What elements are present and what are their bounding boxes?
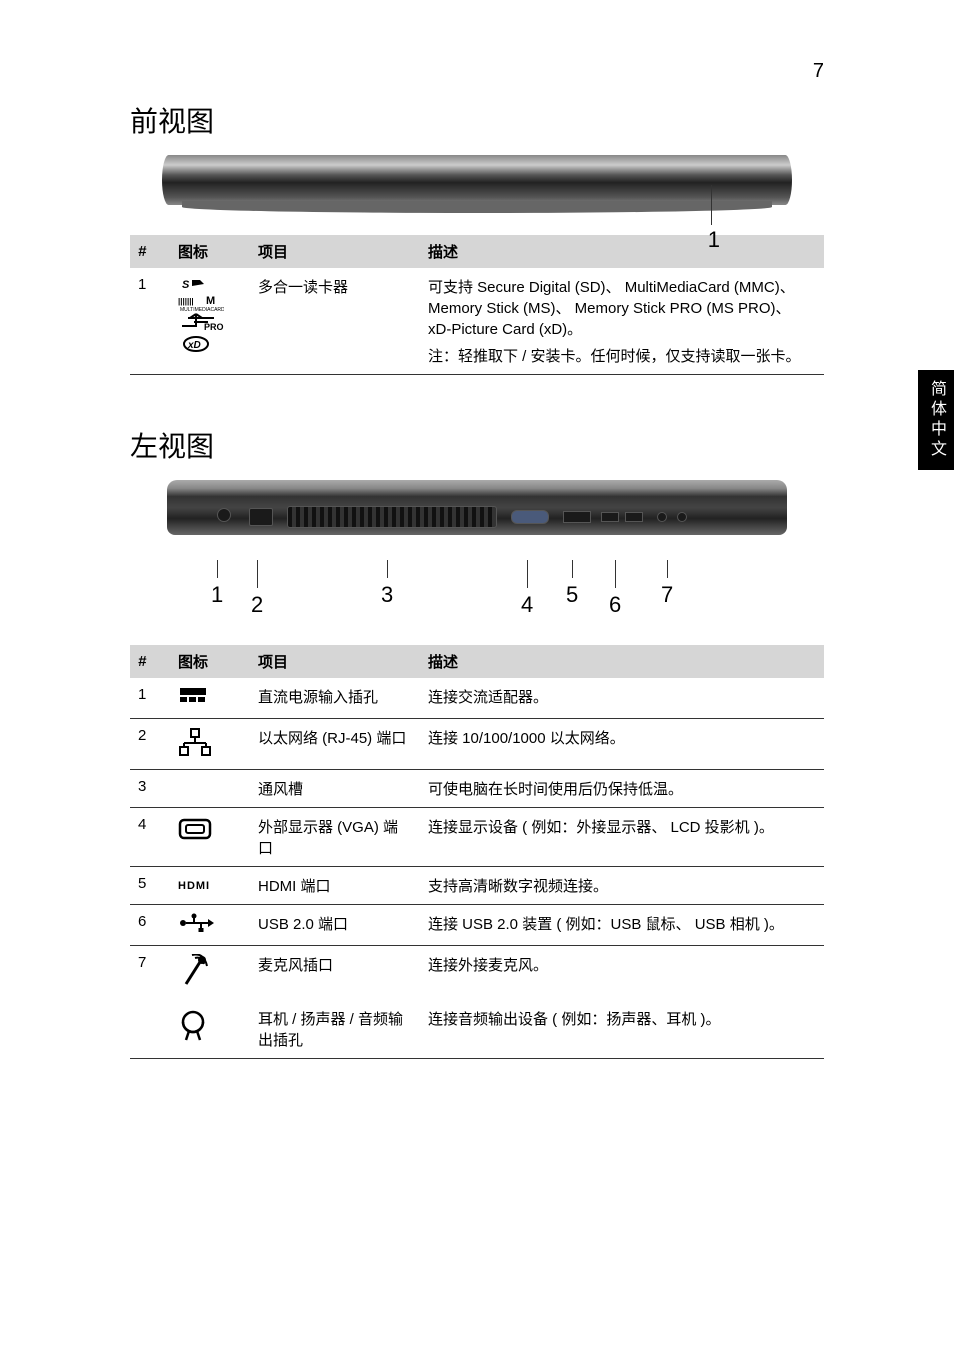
left-view-heading: 左视图 bbox=[130, 425, 824, 465]
row-num bbox=[130, 1000, 170, 1059]
svg-text:|||||||: ||||||| bbox=[178, 297, 194, 306]
port-icon bbox=[178, 686, 208, 710]
row-icon bbox=[170, 808, 250, 867]
port-icon: HDMI bbox=[178, 876, 210, 893]
row-desc: 可支持 Secure Digital (SD)、 MultiMediaCard … bbox=[420, 268, 824, 375]
row-num: 1 bbox=[130, 678, 170, 719]
row-item: 多合一读卡器 bbox=[250, 268, 420, 375]
row-icon bbox=[170, 1000, 250, 1059]
row-desc: 连接 10/100/1000 以太网络。 bbox=[420, 719, 824, 770]
svg-text:S: S bbox=[182, 279, 190, 291]
table-row: 3 通风槽可使电脑在长时间使用后仍保持低温。 bbox=[130, 770, 824, 808]
port-icon bbox=[178, 954, 208, 992]
row-item: 耳机 / 扬声器 / 音频输出插孔 bbox=[250, 1000, 420, 1059]
hdmi-port-illustration bbox=[563, 511, 591, 523]
row-icon bbox=[170, 905, 250, 946]
th-num: # bbox=[130, 235, 170, 268]
audio-port-illustration bbox=[677, 512, 687, 522]
vga-port-illustration bbox=[511, 510, 549, 524]
rj45-port-illustration bbox=[249, 508, 273, 526]
laptop-front-illustration bbox=[162, 155, 792, 205]
callout-6: 6 bbox=[609, 560, 621, 618]
usb-port2-illustration bbox=[625, 512, 643, 522]
row-num: 3 bbox=[130, 770, 170, 808]
left-callouts: 12 3 4567 bbox=[167, 560, 787, 620]
laptop-left-illustration bbox=[167, 480, 787, 535]
th-icon: 图标 bbox=[170, 235, 250, 268]
row-icon bbox=[170, 946, 250, 1001]
row-desc: 连接 USB 2.0 装置 ( 例如：USB 鼠标、 USB 相机 )。 bbox=[420, 905, 824, 946]
port-icon bbox=[178, 1008, 208, 1046]
table-row: 1 直流电源输入插孔连接交流适配器。 bbox=[130, 678, 824, 719]
page-number: 7 bbox=[813, 60, 824, 83]
svg-text:PRO: PRO bbox=[204, 322, 224, 332]
table-row: 7 麦克风插口连接外接麦克风。 bbox=[130, 946, 824, 1001]
row-num: 2 bbox=[130, 719, 170, 770]
front-view-figure: 1 bbox=[130, 155, 824, 210]
row-desc: 连接音频输出设备 ( 例如：扬声器、耳机 )。 bbox=[420, 1000, 824, 1059]
callout-7: 7 bbox=[661, 560, 673, 608]
usb-port-illustration bbox=[601, 512, 619, 522]
port-icon bbox=[178, 727, 212, 761]
table-row: 6 USB 2.0 端口连接 USB 2.0 装置 ( 例如：USB 鼠标、 US… bbox=[130, 905, 824, 946]
row-icon: S ||||||| M MULTIMEDIACARD PRO xD bbox=[170, 268, 250, 375]
desc-note: 注：轻推取下 / 安装卡。任何时候，仅支持读取一张卡。 bbox=[428, 345, 816, 366]
row-desc: 支持高清晰数字视频连接。 bbox=[420, 867, 824, 905]
row-icon: HDMI bbox=[170, 867, 250, 905]
row-icon bbox=[170, 719, 250, 770]
port-icon bbox=[178, 816, 212, 844]
front-view-heading: 前视图 bbox=[130, 100, 824, 140]
row-num: 1 bbox=[130, 268, 170, 375]
row-num: 7 bbox=[130, 946, 170, 1001]
svg-text:MULTIMEDIACARD: MULTIMEDIACARD bbox=[180, 307, 224, 313]
th-item: 项目 bbox=[250, 235, 420, 268]
row-desc: 连接显示设备 ( 例如：外接显示器、 LCD 投影机 )。 bbox=[420, 808, 824, 867]
row-num: 4 bbox=[130, 808, 170, 867]
left-view-figure: 12 3 4567 bbox=[130, 480, 824, 620]
vent-illustration bbox=[287, 506, 497, 528]
front-view-table: # 图标 项目 描述 1 S ||||||| M MULTIMEDIACARD bbox=[130, 235, 824, 375]
svg-text:xD: xD bbox=[187, 340, 201, 351]
row-item: 以太网络 (RJ-45) 端口 bbox=[250, 719, 420, 770]
left-view-table: # 图标 项目 描述 1 直流电源输入插孔连接交流适配器。 2 以太网络 (RJ-45… bbox=[130, 645, 824, 1059]
row-num: 6 bbox=[130, 905, 170, 946]
row-item: 外部显示器 (VGA) 端口 bbox=[250, 808, 420, 867]
th-desc: 描述 bbox=[420, 645, 824, 678]
desc-text: 可支持 Secure Digital (SD)、 MultiMediaCard … bbox=[428, 279, 795, 338]
table-row: 2 以太网络 (RJ-45) 端口连接 10/100/1000 以太网络。 bbox=[130, 719, 824, 770]
row-item: USB 2.0 端口 bbox=[250, 905, 420, 946]
table-row: 耳机 / 扬声器 / 音频输出插孔连接音频输出设备 ( 例如：扬声器、耳机 )。 bbox=[130, 1000, 824, 1059]
callout-line bbox=[711, 185, 712, 225]
row-icon bbox=[170, 770, 250, 808]
th-num: # bbox=[130, 645, 170, 678]
row-item: HDMI 端口 bbox=[250, 867, 420, 905]
row-item: 通风槽 bbox=[250, 770, 420, 808]
row-icon bbox=[170, 678, 250, 719]
th-desc: 描述 bbox=[420, 235, 824, 268]
row-desc: 可使电脑在长时间使用后仍保持低温。 bbox=[420, 770, 824, 808]
row-item: 麦克风插口 bbox=[250, 946, 420, 1001]
callout-1: 1 bbox=[708, 227, 720, 253]
dc-port-illustration bbox=[217, 508, 231, 522]
th-item: 项目 bbox=[250, 645, 420, 678]
callout-2: 2 bbox=[251, 560, 263, 618]
row-num: 5 bbox=[130, 867, 170, 905]
mic-port-illustration bbox=[657, 512, 667, 522]
callout-3: 3 bbox=[381, 560, 393, 608]
row-desc: 连接外接麦克风。 bbox=[420, 946, 824, 1001]
table-row: 5 HDMI HDMI 端口支持高清晰数字视频连接。 bbox=[130, 867, 824, 905]
language-tab: 简体中文 bbox=[918, 370, 954, 470]
callout-5: 5 bbox=[566, 560, 578, 608]
svg-text:M: M bbox=[206, 295, 215, 307]
multicard-icon: S ||||||| M MULTIMEDIACARD PRO xD bbox=[178, 276, 224, 356]
callout-1: 1 bbox=[211, 560, 223, 608]
th-icon: 图标 bbox=[170, 645, 250, 678]
callout-4: 4 bbox=[521, 560, 533, 618]
row-desc: 连接交流适配器。 bbox=[420, 678, 824, 719]
table-row: 4 外部显示器 (VGA) 端口连接显示设备 ( 例如：外接显示器、 LCD 投影… bbox=[130, 808, 824, 867]
port-icon bbox=[178, 913, 214, 937]
row-item: 直流电源输入插孔 bbox=[250, 678, 420, 719]
